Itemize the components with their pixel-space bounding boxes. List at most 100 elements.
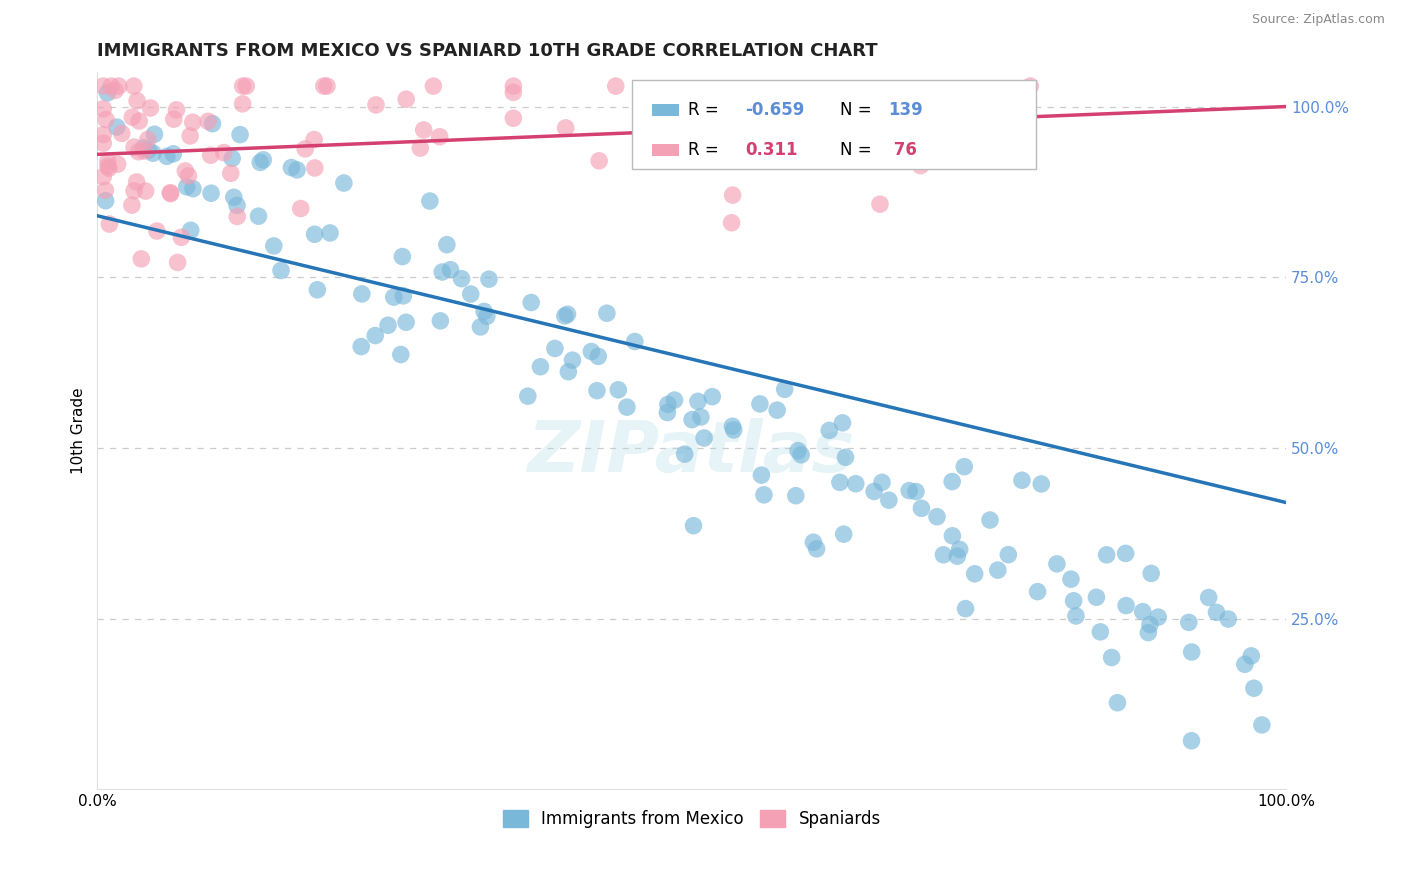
Point: [904, 484, 927, 499]
Point: [200, 148, 222, 162]
Point: [450, 271, 472, 285]
Point: [412, 123, 434, 137]
Point: [304, 161, 326, 175]
Point: [557, 365, 579, 379]
Text: R =: R =: [688, 101, 718, 120]
Point: [946, 549, 969, 564]
Point: [1007, 136, 1029, 151]
Point: [852, 142, 875, 156]
Point: [395, 92, 418, 106]
Point: [280, 161, 302, 175]
Point: [235, 79, 257, 94]
Point: [870, 475, 893, 490]
Point: [1233, 657, 1256, 672]
Point: [94, 194, 117, 208]
Text: 139: 139: [887, 101, 922, 120]
Point: [97, 161, 120, 176]
Point: [748, 397, 770, 411]
Point: [163, 112, 186, 127]
Point: [319, 226, 342, 240]
Point: [134, 144, 156, 158]
Point: [941, 475, 963, 489]
Point: [221, 152, 243, 166]
Point: [702, 390, 724, 404]
Point: [98, 217, 121, 231]
Point: [682, 518, 704, 533]
Point: [143, 128, 166, 142]
Point: [146, 224, 169, 238]
Point: [834, 450, 856, 465]
Point: [97, 154, 120, 169]
Point: [502, 79, 524, 94]
Point: [132, 141, 155, 155]
Point: [180, 223, 202, 237]
Point: [139, 101, 162, 115]
Point: [832, 527, 855, 541]
Point: [1178, 615, 1201, 630]
Point: [1063, 594, 1085, 608]
Point: [898, 483, 921, 498]
Point: [201, 117, 224, 131]
Point: [94, 183, 117, 197]
Point: [226, 198, 249, 212]
Point: [910, 159, 932, 173]
Point: [91, 128, 114, 142]
Point: [520, 295, 543, 310]
Point: [302, 132, 325, 146]
Point: [364, 328, 387, 343]
Point: [953, 459, 976, 474]
Bar: [652, 104, 679, 116]
Point: [181, 182, 204, 196]
Legend: Immigrants from Mexico, Spaniards: Immigrants from Mexico, Spaniards: [496, 803, 887, 835]
Point: [472, 304, 495, 318]
Point: [212, 145, 235, 160]
Point: [1198, 591, 1220, 605]
Point: [138, 143, 160, 157]
Point: [179, 128, 201, 143]
Point: [910, 501, 932, 516]
Point: [392, 289, 415, 303]
Point: [104, 83, 127, 97]
Point: [107, 79, 129, 94]
Point: [516, 389, 538, 403]
Point: [673, 447, 696, 461]
Point: [925, 509, 948, 524]
Text: R =: R =: [688, 141, 718, 159]
Point: [470, 320, 492, 334]
Point: [561, 353, 583, 368]
Point: [877, 493, 900, 508]
Point: [226, 210, 249, 224]
Point: [1180, 733, 1202, 747]
Point: [645, 145, 668, 160]
Point: [105, 120, 128, 135]
Point: [263, 239, 285, 253]
Point: [222, 190, 245, 204]
Point: [752, 488, 775, 502]
Point: [686, 394, 709, 409]
Point: [94, 112, 117, 127]
Point: [1205, 605, 1227, 619]
Point: [1115, 546, 1137, 560]
Point: [605, 79, 627, 94]
Point: [219, 166, 242, 180]
Point: [129, 252, 152, 266]
Point: [1026, 584, 1049, 599]
Point: [122, 79, 145, 94]
Text: -0.659: -0.659: [745, 101, 804, 120]
Point: [1011, 473, 1033, 487]
Point: [720, 216, 742, 230]
Point: [624, 334, 647, 349]
Point: [165, 103, 187, 117]
Point: [586, 384, 609, 398]
Point: [979, 513, 1001, 527]
Point: [111, 127, 134, 141]
Point: [232, 79, 254, 94]
Point: [723, 423, 745, 437]
Point: [122, 184, 145, 198]
Point: [91, 169, 114, 184]
Point: [177, 169, 200, 183]
Point: [1090, 624, 1112, 639]
Point: [91, 79, 114, 94]
Point: [1240, 648, 1263, 663]
Point: [773, 382, 796, 396]
